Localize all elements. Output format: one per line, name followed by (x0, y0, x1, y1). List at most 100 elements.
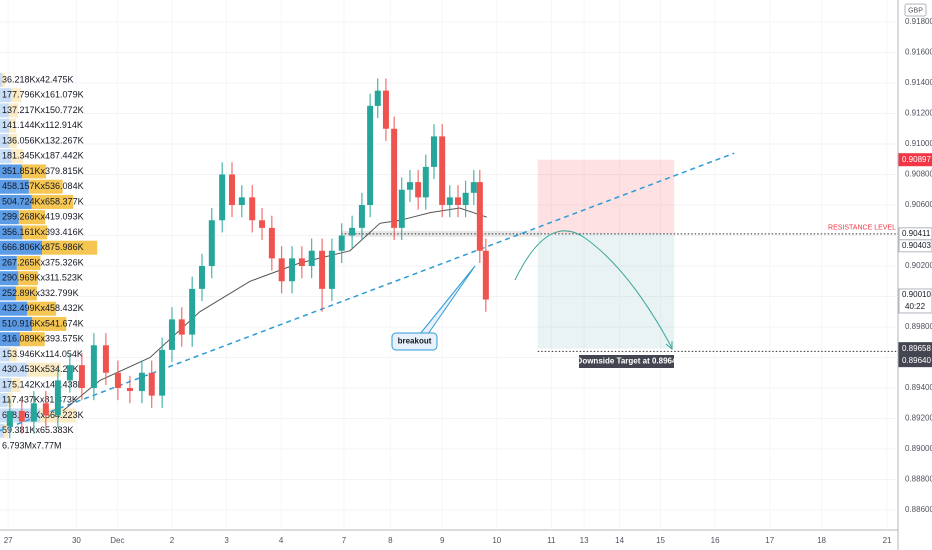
volume-label: 316.089Kx393.575K (2, 334, 84, 344)
candle-body (54, 380, 61, 416)
candle-body (328, 250, 335, 289)
sell-volume-bar (9, 347, 17, 362)
x-tick-label: 7 (342, 536, 347, 545)
candle-body (462, 192, 469, 205)
y-tick-label: 0.89800 (905, 322, 932, 331)
candle-body (259, 220, 266, 228)
candle-body (229, 174, 236, 205)
callout-pointer (419, 265, 476, 335)
buy-volume-bar (0, 240, 43, 255)
candle-body (178, 319, 185, 335)
x-tick-label: 15 (656, 536, 665, 545)
y-tick-label: 0.91400 (905, 78, 932, 87)
candle-body (476, 182, 483, 251)
candle-body (148, 372, 155, 396)
sell-volume-bar (3, 423, 8, 438)
x-tick-label: 13 (580, 536, 589, 545)
price-label: 0.90411 (902, 229, 931, 238)
currency-box (904, 3, 927, 17)
y-tick-label: 0.88800 (905, 475, 932, 484)
volume-total: 6.793Mx7.77M (2, 440, 62, 450)
price-label: 0.90403 (902, 241, 931, 250)
x-tick-label: Dec (110, 536, 124, 545)
volume-label: 177.796Kx161.079K (2, 90, 84, 100)
candle-body (268, 227, 275, 259)
price-label: 0.89640 (902, 356, 931, 365)
candle-body (319, 250, 326, 289)
price-label: 0.89658 (902, 344, 931, 353)
volume-label: 181.345Kx187.442K (2, 151, 84, 161)
x-tick-label: 10 (492, 536, 501, 545)
sell-volume-bar (16, 255, 41, 270)
candle-body (439, 136, 446, 205)
y-tick-label: 0.90200 (905, 261, 932, 270)
x-tick-label: 30 (72, 536, 81, 545)
target-label: Downside Target at 0.8964 (577, 357, 677, 366)
sell-volume-bar (11, 149, 24, 164)
y-tick-label: 0.91000 (905, 139, 932, 148)
candle-body (168, 319, 175, 350)
buy-volume-bar (0, 332, 20, 347)
buy-volume-bar (0, 316, 33, 331)
volume-label: 252.89Kx332.799K (2, 288, 79, 298)
buy-volume-bar (0, 347, 10, 362)
buy-volume-bar (0, 210, 19, 225)
candle-body (308, 250, 315, 266)
sell-volume-bar (11, 88, 22, 103)
currency: GBP (908, 7, 923, 14)
y-tick-label: 0.90800 (905, 170, 932, 179)
volume-label: 141.144Kx112.914K (2, 120, 83, 130)
projection-arrow (514, 230, 673, 349)
price-label-box (898, 153, 932, 167)
candle-body (159, 349, 166, 396)
candle-body (367, 105, 374, 205)
candle-body (238, 197, 245, 205)
resistance-label: RESISTANCE LEVEL (828, 225, 896, 232)
candle-body (90, 345, 97, 388)
price-label-box (898, 239, 932, 253)
x-tick-label: 4 (279, 536, 284, 545)
y-tick-label: 0.89400 (905, 383, 932, 392)
x-tick-label: 18 (817, 536, 826, 545)
candle-body (391, 128, 398, 228)
x-tick-label: 16 (711, 536, 720, 545)
y-tick-label: 0.91600 (905, 48, 932, 57)
volume-label: 510.916Kx541.674K (2, 318, 84, 328)
breakout-label: breakout (398, 337, 432, 346)
sell-volume-bar (15, 286, 37, 301)
candle-body (198, 266, 205, 289)
volume-label: 299.268Kx419.093K (2, 212, 84, 222)
volume-label: 59.381Kx65.383K (2, 425, 74, 435)
candle-body (289, 258, 296, 282)
candle-body (219, 174, 226, 221)
x-tick-label: 21 (883, 536, 892, 545)
x-tick-label: 17 (765, 536, 774, 545)
x-tick-label: 3 (224, 536, 229, 545)
candle-body (446, 197, 453, 205)
sell-volume-bar (8, 118, 17, 133)
sell-volume-bar (28, 179, 63, 194)
sell-volume-bar (8, 103, 19, 118)
sell-volume-bar (27, 301, 57, 316)
candle-body (374, 90, 381, 106)
price-label: 0.90010 (902, 290, 931, 299)
volume-label: 356.161Kx393.416K (2, 227, 84, 237)
price-label-box (898, 288, 932, 314)
candle-body (470, 182, 477, 193)
buy-volume-bar (0, 72, 3, 87)
x-tick-label: 14 (615, 536, 624, 545)
sell-volume-bar (32, 316, 67, 331)
candle-body (208, 220, 215, 266)
buy-volume-bar (0, 164, 23, 179)
sell-volume-bar (22, 225, 48, 240)
x-tick-label: 27 (4, 536, 13, 545)
x-tick-label: 11 (547, 536, 556, 545)
buy-volume-bar (0, 271, 19, 286)
volume-label: 36.218Kx42.475K (2, 74, 74, 84)
sell-volume-bar (19, 332, 45, 347)
buy-volume-bar (0, 377, 12, 392)
y-tick-label: 0.91800 (905, 17, 932, 26)
volume-label: 432.499Kx458.432K (2, 303, 84, 313)
x-tick-label: 2 (170, 536, 175, 545)
